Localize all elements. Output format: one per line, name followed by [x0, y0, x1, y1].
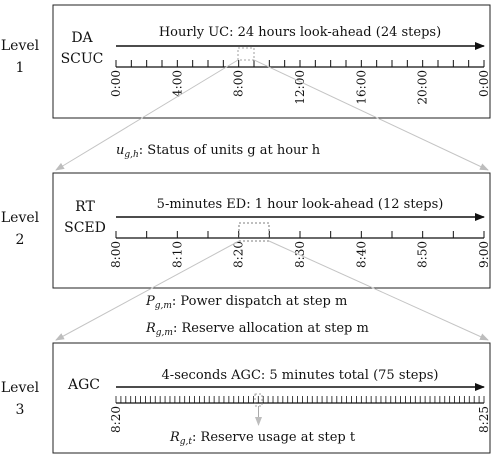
level-2-label: Level [1, 210, 40, 226]
level-1-time-axis: 0:00 4:00 8:00 12:00 16:00 20:00 0:00 [109, 60, 491, 105]
reserve-allocation-annotation: Rg,m: Reserve allocation at step m [145, 321, 369, 338]
axis-tick-label: 8:40 [354, 241, 368, 268]
axis-tick-label: 20:00 [416, 70, 430, 105]
level-2-system-line2: SCED [64, 220, 106, 236]
axis-tick-label: 8:20 [109, 406, 123, 433]
axis-tick-label: 9:00 [477, 241, 491, 268]
level-1-header: Hourly UC: 24 hours look-ahead (24 steps… [159, 25, 441, 40]
level-2-time-axis: 8:008:108:208:308:408:509:00 [109, 231, 491, 268]
reserve-usage-annotation: Rg,t: Reserve usage at step t [169, 430, 356, 447]
level-3-number: 3 [16, 402, 25, 418]
axis-tick-label: 8:50 [416, 241, 430, 268]
zoom-arrow-left-1 [55, 59, 239, 171]
level-2-box [52, 172, 491, 289]
axis-tick-label: 12:00 [293, 70, 307, 105]
level-3-selection-box [254, 393, 263, 407]
level-3-system-name: AGC [67, 377, 100, 393]
level-2-number: 2 [16, 232, 25, 248]
zoom-arrow-left-2 [55, 240, 240, 341]
axis-tick-label: 8:10 [170, 241, 184, 268]
axis-tick-label: 8:25 [477, 406, 491, 433]
axis-tick-label: 0:00 [109, 70, 123, 97]
level-1-system-line2: SCUC [61, 51, 104, 67]
level-3-time-axis: 8:20 8:25 [109, 396, 491, 433]
level-1-system-line1: DA [71, 30, 93, 46]
level-3-label: Level [1, 380, 40, 396]
level-2-header: 5-minutes ED: 1 hour look-ahead (12 step… [157, 197, 444, 212]
axis-tick-label: 8:20 [232, 241, 246, 268]
axis-tick-label: 0:00 [477, 70, 491, 97]
level-1-selection-box [237, 47, 255, 61]
level-2-system-line1: RT [75, 199, 95, 215]
zoom-arrow-right-1 [253, 59, 489, 171]
unit-status-annotation: ug,h: Status of units g at hour h [116, 143, 321, 160]
power-dispatch-annotation: Pg,m: Power dispatch at step m [145, 294, 347, 311]
level-1-label: Level [1, 38, 40, 54]
level-1-number: 1 [16, 60, 25, 76]
axis-tick-label: 16:00 [354, 70, 368, 105]
level-3-box [52, 342, 491, 454]
axis-tick-label: 8:00 [109, 241, 123, 268]
axis-tick-label: 4:00 [170, 70, 184, 97]
level-1-box [52, 4, 491, 119]
axis-tick-label: 8:00 [232, 70, 246, 97]
zoom-arrow-right-2 [268, 240, 489, 341]
level-3-header: 4-seconds AGC: 5 minutes total (75 steps… [162, 368, 439, 383]
